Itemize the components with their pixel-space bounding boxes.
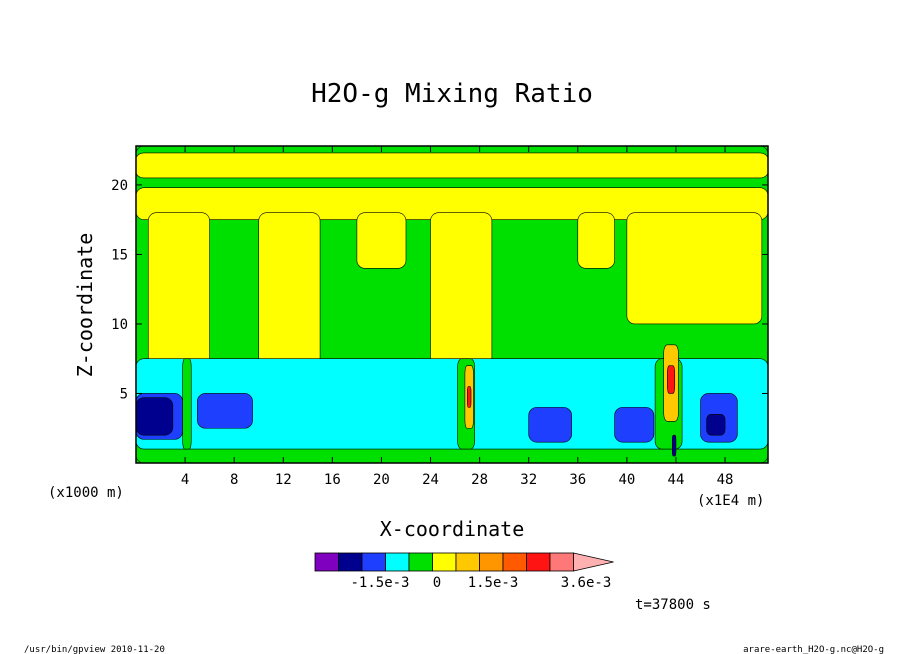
plot-area — [135, 145, 769, 464]
contour-region-blue — [614, 407, 655, 443]
contour-region-yellow — [135, 152, 769, 179]
contour-region-red — [667, 365, 676, 394]
x-tick-label: 48 — [717, 472, 734, 488]
contour-region-green — [182, 358, 192, 450]
footer-right: arare-earth_H2O-g.nc@H2O-g — [743, 645, 884, 654]
colorbar: -1.5e-3 0 1.5e-3 3.6e-3 — [314, 552, 614, 591]
time-label: t=37800 s — [635, 597, 711, 613]
plot-frame — [135, 145, 769, 464]
y-axis-ticks: 5 10 15 20 — [111, 178, 768, 402]
colorbar-swatch — [502, 552, 527, 572]
x-tick-label: 36 — [569, 472, 586, 488]
y-tick-label: 5 — [120, 386, 128, 402]
contour-region-yellow — [577, 212, 615, 269]
colorbar-swatch — [479, 552, 504, 572]
contour-region-blue — [197, 393, 253, 429]
colorbar-swatch — [361, 552, 386, 572]
contour-region-yellow — [356, 212, 407, 269]
colorbar-label: 0 — [433, 575, 441, 591]
contour-region-red — [467, 386, 472, 408]
x-units-right: (x1E4 m) — [697, 493, 764, 509]
y-tick-label: 20 — [111, 178, 128, 194]
colorbar-swatch — [314, 552, 339, 572]
colorbar-label: 3.6e-3 — [561, 575, 612, 591]
contour-region-yellow — [626, 212, 763, 325]
x-tick-label: 40 — [618, 472, 635, 488]
colorbar-swatch — [385, 552, 410, 572]
contour-region-navy — [706, 414, 726, 436]
contour-fill-group — [135, 145, 769, 464]
colorbar-label: -1.5e-3 — [350, 575, 409, 591]
x-axis-label: X-coordinate — [380, 517, 525, 541]
contour-region-yellow — [258, 212, 321, 366]
x-units-left: (x1000 m) — [48, 485, 124, 501]
colorbar-label: 1.5e-3 — [468, 575, 519, 591]
colorbar-swatch — [455, 552, 480, 572]
x-tick-label: 32 — [520, 472, 537, 488]
y-tick-label: 15 — [111, 247, 128, 263]
x-tick-label: 12 — [275, 472, 292, 488]
chart-title: H2O-g Mixing Ratio — [311, 79, 593, 109]
y-tick-label: 10 — [111, 317, 128, 333]
colorbar-swatch — [432, 552, 457, 572]
x-tick-label: 16 — [324, 472, 341, 488]
contour-region-blue — [528, 407, 572, 443]
x-tick-label: 20 — [373, 472, 390, 488]
colorbar-swatch — [526, 552, 551, 572]
contour-region-navy — [671, 434, 677, 457]
colorbar-arrow — [573, 552, 614, 572]
y-axis-label: Z-coordinate — [73, 233, 97, 378]
colorbar-swatch — [549, 552, 574, 572]
x-tick-label: 28 — [471, 472, 488, 488]
footer-left: /usr/bin/gpview 2010-11-20 — [24, 645, 165, 654]
colorbar-swatch — [408, 552, 433, 572]
x-axis-ticks: 4 8 12 16 20 24 28 32 36 40 44 48 — [181, 146, 734, 488]
x-tick-label: 24 — [422, 472, 439, 488]
contour-region-navy — [135, 397, 174, 436]
x-tick-label: 8 — [230, 472, 238, 488]
x-tick-label: 4 — [181, 472, 189, 488]
colorbar-swatch — [338, 552, 363, 572]
x-tick-label: 44 — [668, 472, 685, 488]
